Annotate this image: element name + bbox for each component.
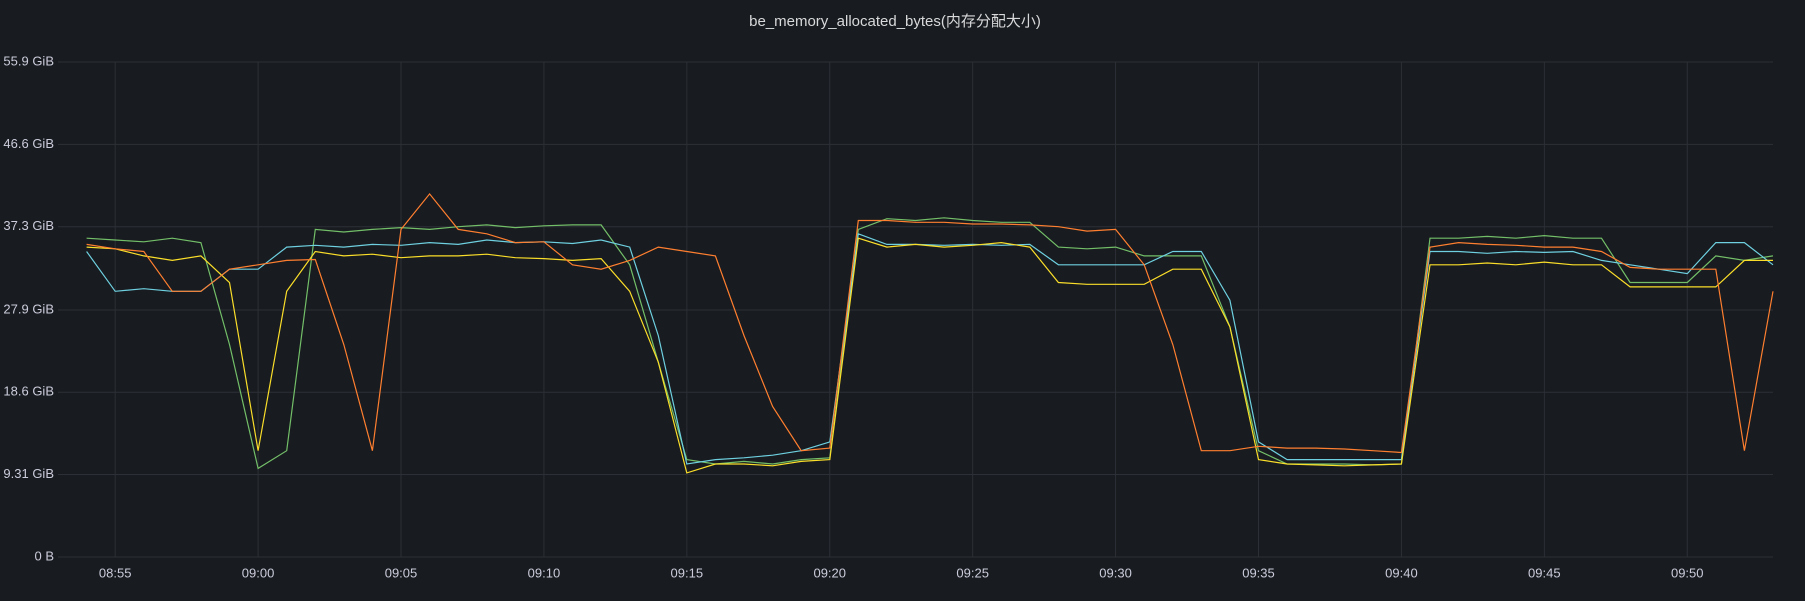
series-line [86,217,1774,470]
x-tick-label: 09:15 [671,565,704,580]
x-tick-label: 09:20 [813,565,846,580]
panel-title[interactable]: be_memory_allocated_bytes(内存分配大小) [749,13,1041,30]
x-tick-label: 09:30 [1099,565,1132,580]
x-tick-label: 09:00 [242,565,275,580]
x-tick-label: 09:35 [1242,565,1275,580]
x-tick-label: 09:50 [1671,565,1704,580]
y-tick-label: 27.9 GiB [3,301,54,316]
x-tick-label: 09:10 [528,565,561,580]
series-line [86,232,1774,465]
x-tick-label: 09:25 [956,565,989,580]
series-line [86,192,1774,454]
x-tick-label: 09:40 [1385,565,1418,580]
x-tick-label: 09:05 [385,565,418,580]
series-line [86,237,1773,474]
x-tick-label: 09:45 [1528,565,1561,580]
y-tick-label: 9.31 GiB [3,466,54,481]
y-tick-label: 0 B [34,548,54,563]
y-tick-label: 18.6 GiB [3,384,54,399]
y-tick-label: 37.3 GiB [3,218,54,233]
y-tick-label: 55.9 GiB [3,53,54,68]
y-tick-label: 46.6 GiB [3,136,54,151]
x-tick-label: 08:55 [99,565,132,580]
